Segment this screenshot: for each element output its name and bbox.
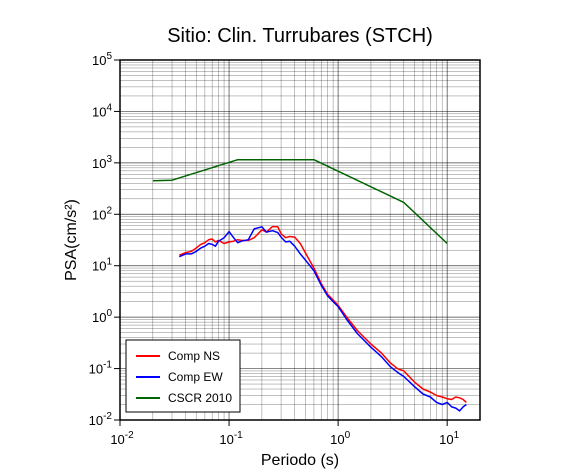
y-tick-label: 10-1 — [89, 360, 113, 377]
grid-lines — [120, 60, 480, 420]
y-axis-label: PSA(cm/s²) — [63, 199, 80, 281]
series-line-comp-ns — [179, 225, 467, 403]
y-tick-label: 10-2 — [89, 411, 113, 428]
x-axis-label: Periodo (s) — [261, 452, 339, 469]
legend: Comp NS Comp EW CSCR 2010 — [125, 339, 241, 413]
chart-title: Sitio: Clin. Turrubares (STCH) — [167, 25, 433, 47]
x-tick-label: 10-2 — [110, 430, 134, 447]
series-layer — [152, 158, 467, 412]
series-line-comp-ew — [178, 226, 467, 412]
axis-ticks: 10-2 10-1 100 101 10-2 10-1 100 101 102 103 104 105 — [89, 51, 460, 447]
x-tick-label: 100 — [330, 430, 350, 447]
y-tick-label: 104 — [92, 102, 112, 119]
y-tick-label: 103 — [92, 154, 112, 171]
legend-label-comp-ns: Comp NS — [168, 349, 220, 363]
x-tick-label: 10-1 — [219, 430, 243, 447]
plot-frame — [119, 59, 481, 421]
y-tick-label: 100 — [92, 308, 112, 325]
y-tick-label: 102 — [92, 205, 112, 222]
series-line-cscr-2010 — [152, 158, 448, 245]
x-tick-label: 101 — [439, 430, 459, 447]
y-tick-label: 101 — [92, 257, 112, 274]
legend-label-comp-ew: Comp EW — [168, 370, 223, 384]
y-tick-label: 105 — [92, 51, 112, 68]
legend-label-cscr-2010: CSCR 2010 — [168, 391, 232, 405]
